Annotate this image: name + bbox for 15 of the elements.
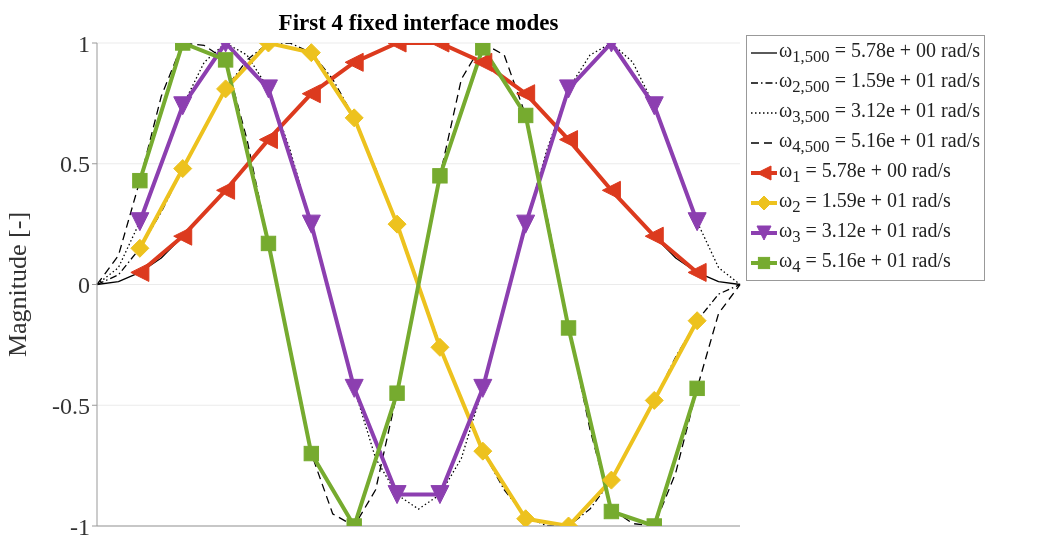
legend-label: ω$_{1,500}$ = 5.78e + 00 rad/s	[779, 39, 980, 67]
y-tick-label: 1	[78, 30, 90, 57]
chart-title: First 4 fixed interface modes	[277, 10, 560, 36]
y-tick-label: -0.5	[52, 392, 90, 419]
legend-label: ω$_{4}$ = 5.16e + 01 rad/s	[779, 249, 951, 277]
legend-label: ω$_{2,500}$ = 1.59e + 01 rad/s	[779, 69, 980, 97]
y-axis-title: Magnitude [-]	[3, 211, 33, 358]
legend-label: ω$_{3}$ = 3.12e + 01 rad/s	[779, 219, 951, 247]
legend-label: ω$_{1}$ = 5.78e + 00 rad/s	[779, 159, 951, 187]
legend-label: ω$_{3,500}$ = 3.12e + 01 rad/s	[779, 99, 980, 127]
y-tick-label: 0.5	[60, 151, 90, 178]
y-tick-label: 0	[78, 272, 90, 299]
legend-label: ω$_{2}$ = 1.59e + 01 rad/s	[779, 189, 951, 217]
y-tick-label: -1	[70, 513, 90, 538]
legend-label: ω$_{4,500}$ = 5.16e + 01 rad/s	[779, 129, 980, 157]
